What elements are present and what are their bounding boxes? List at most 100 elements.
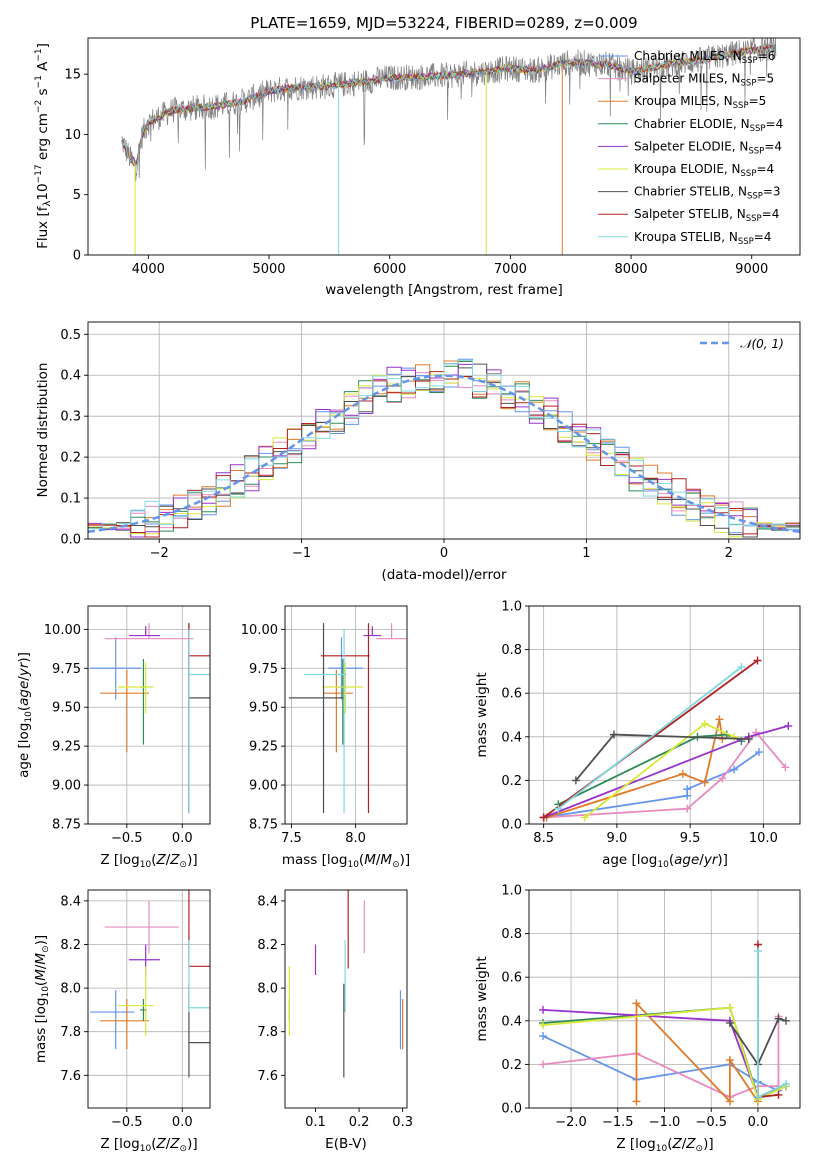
residuals-ytick-label: 0.4 (60, 369, 81, 384)
spectrum-xtick-label: 8000 (615, 262, 648, 277)
mass-weight-marker (774, 1014, 783, 1023)
errorbar-point (100, 999, 149, 1050)
age_vs_Z-ytick-label: 9.00 (52, 779, 81, 794)
errorbar-point (188, 940, 210, 1013)
spectrum-panel: PLATE=1659, MJD=53224, FIBERID=0289, z=0… (34, 14, 801, 298)
errorbar-point (323, 669, 354, 753)
mass-weight-series-line (543, 659, 759, 819)
spectrum-ylabel: Flux [fλ10−17 erg cm−2 s−1 A−1] (34, 43, 53, 249)
mass_vs_EBV-data (288, 890, 404, 1078)
errorbar-point (117, 966, 154, 1037)
residual-legend: 𝒩(0, 1) (700, 337, 784, 351)
gaussian-reference-curve (88, 374, 800, 534)
age_vs_mass-xtick-label: 7.5 (281, 831, 302, 846)
mass-weight-series-line (546, 719, 724, 819)
observed-spectrum-line (121, 38, 777, 182)
legend-label: Chabrier MILES, NSSP=6 (634, 49, 775, 66)
mass-weight-marker (784, 721, 793, 730)
mass-weight-marker (609, 730, 618, 739)
weight_vs_Z-ytick-label: 1.0 (501, 884, 522, 899)
mass-weight-marker (781, 1080, 790, 1089)
spectrum-title: PLATE=1659, MJD=53224, FIBERID=0289, z=0… (250, 14, 637, 32)
residual-histogram-series (88, 359, 800, 530)
weight_vs_age-xtick-label: 9.0 (607, 831, 628, 846)
errorbar-point (117, 662, 154, 714)
mass-weight-marker (725, 1097, 734, 1106)
weight-vs-age-panel: 8.5 9.0 9.5 10.0 0.0 0.2 0.4 0.6 0.8 1.0 age [log… (474, 600, 801, 870)
residuals-ytick-label: 0.2 (60, 451, 81, 466)
weight_vs_age-ytick-label: 1.0 (501, 600, 522, 615)
residuals-frame (87, 321, 801, 540)
mass-weight-series-line (542, 1016, 780, 1099)
weight_vs_Z-ytick-label: 0.6 (501, 971, 522, 986)
residuals-ytick-label: 0.5 (60, 328, 81, 343)
mass-weight-marker (737, 663, 746, 672)
mass-weight-series-line (542, 1009, 787, 1099)
weight_vs_Z-ytick-label: 0.4 (501, 1014, 522, 1029)
residuals-xtick-label: 0 (440, 546, 448, 561)
mass-weight-marker (753, 1093, 762, 1102)
mass_vs_EBV-xtick-label: 0.2 (349, 1115, 370, 1130)
spectrum-ytick-label: 5 (73, 188, 81, 203)
age_vs_Z-ytick-label: 10.00 (44, 623, 81, 638)
errorbar-point (188, 890, 210, 969)
mass_vs_Z-xtick-label: 0.0 (172, 1115, 193, 1130)
mass_vs_EBV-xtick-label: 0.3 (392, 1115, 413, 1130)
weight_vs_Z-xtick-label: −1.0 (649, 1115, 681, 1130)
mass-weight-marker (774, 1090, 783, 1099)
residual-xlabel: (data-model)/error (381, 567, 507, 583)
age_vs_Z-ytick-label: 9.75 (52, 662, 81, 677)
weight_vs_age-xtick-label: 10.0 (749, 831, 778, 846)
weight-vs-metallicity-xlabel: Z [log10(Z/Z⊙)] (616, 1136, 713, 1154)
residuals-ytick-label: 0.3 (60, 410, 81, 425)
weight_vs_Z-ytick-label: 0.2 (501, 1058, 522, 1073)
spectrum-legend: Chabrier MILES, NSSP=6 Salpeter MILES, NS… (598, 49, 783, 247)
weight-vs-age-plot-area: 8.5 9.0 9.5 10.0 0.0 0.2 0.4 0.6 0.8 1.0 (501, 600, 801, 846)
mass_vs_EBV-frame (284, 889, 408, 1109)
mass-weight-marker (700, 719, 709, 728)
weight_vs_Z-data (539, 940, 790, 1106)
errorbar-point (104, 900, 179, 954)
weight_vs_Z-xtick-label: 0.0 (748, 1115, 769, 1130)
errorbar-point (304, 629, 347, 814)
weight_vs_Z-ytick-label: 0.0 (501, 1102, 522, 1117)
mass-weight-marker (539, 1005, 548, 1014)
mass-weight-marker (730, 732, 739, 741)
mass_vs_Z-ytick-label: 8.2 (60, 938, 81, 953)
weight_vs_Z-ytick-label: 0.8 (501, 927, 522, 942)
mass_vs_Z-data (90, 890, 210, 1078)
spectrum-xtick-label: 6000 (373, 262, 406, 277)
errorbar-point (322, 662, 364, 714)
mass_vs_Z-ytick-label: 8.4 (60, 894, 81, 909)
spectrum-xtick-label: 5000 (252, 262, 285, 277)
weight_vs_age-ytick-label: 0.2 (501, 774, 522, 789)
weight_vs_Z-frame (528, 889, 801, 1109)
errorbar-point (188, 623, 210, 814)
weight_vs_age-xtick-label: 8.5 (533, 831, 554, 846)
mass-weight-marker (554, 804, 563, 813)
weight-vs-metallicity-plot-area: −2.0 −1.5 −1.0 −0.5 0.0 0.0 0.2 0.4 0.6 0.8 1.0 (501, 884, 801, 1130)
spectrum-xlabel: wavelength [Angstrom, rest frame] (325, 282, 563, 298)
weight_vs_age-ytick-label: 0.0 (501, 818, 522, 833)
mass-weight-marker (539, 1021, 548, 1030)
mass-weight-marker (571, 776, 580, 785)
mass-weight-marker (539, 1032, 548, 1041)
mass-vs-extinction-panel: 0.1 0.2 0.3 7.6 7.8 8.0 8.2 8.4 E(B-V) (257, 889, 413, 1152)
age-vs-mass-xlabel: mass [log10(M/M⊙)] (282, 852, 410, 870)
mass-weight-series-line (542, 1006, 787, 1101)
mass_vs_EBV-axes: 0.1 0.2 0.3 7.6 7.8 8.0 8.2 8.4 (257, 889, 413, 1130)
mass-weight-marker (539, 1060, 548, 1069)
age_vs_Z-frame (87, 605, 211, 825)
residuals-xtick-label: −1 (292, 546, 311, 561)
age_vs_Z-data (90, 623, 210, 814)
weight-vs-age-ylabel: mass weight (474, 672, 490, 757)
mass_vs_EBV-xtick-label: 0.1 (305, 1115, 326, 1130)
mass-weight-marker (580, 813, 589, 822)
legend-label: Kroupa ELODIE, NSSP=4 (634, 162, 774, 179)
mass-weight-series-line (729, 1017, 787, 1067)
mass-weight-marker (753, 656, 762, 665)
weight_vs_Z-axes: −2.0 −1.5 −1.0 −0.5 0.0 0.0 0.2 0.4 0.6 0.8 1.0 (501, 884, 801, 1130)
mass_vs_Z-xtick-label: −0.5 (111, 1115, 143, 1130)
age_vs_mass-xtick-label: 8.0 (345, 831, 366, 846)
